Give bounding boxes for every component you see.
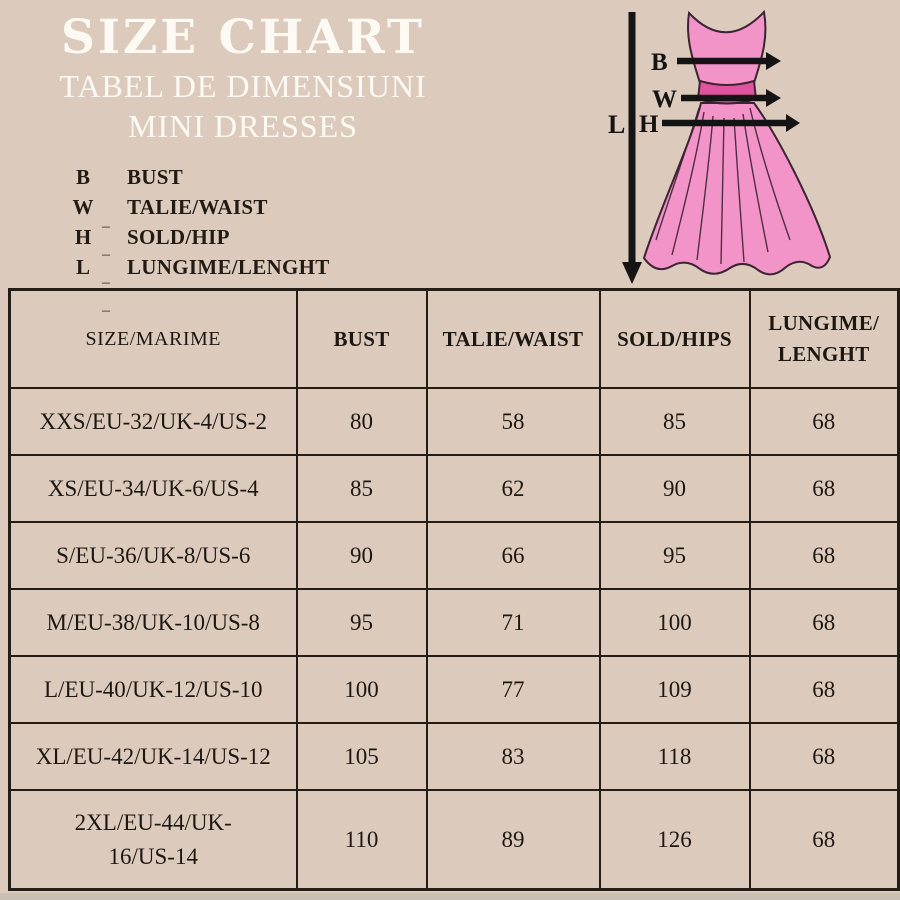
bust-arrow-label: B — [651, 49, 668, 76]
bottom-edge-strip — [0, 893, 900, 900]
legend-abbr: L — [75, 255, 90, 279]
bust-arrowhead — [766, 52, 781, 70]
column-header-length-line2: LENGHT — [777, 342, 870, 366]
size-value: S/EU-36/UK-8/US-6 — [8, 521, 298, 590]
length-value: 68 — [748, 588, 900, 657]
table-row: M/EU-38/UK-10/US-8 95 71 100 68 — [8, 588, 900, 657]
page-subtitle: TABEL DE DIMENSIUNI — [59, 68, 427, 105]
length-value: 68 — [748, 454, 900, 523]
table-row: XXS/EU-32/UK-4/US-2 80 58 85 68 — [8, 387, 900, 456]
heading-block: SIZE CHART TABEL DE DIMENSIUNI MINI DRES… — [0, 6, 486, 144]
hips-value: 100 — [598, 588, 751, 657]
waist-value: 62 — [425, 454, 601, 523]
length-arrowhead — [622, 262, 642, 284]
skirt-fold-lines — [655, 107, 791, 265]
bust-value: 105 — [295, 722, 428, 791]
dress-bodice — [687, 9, 767, 88]
dress-skirt — [642, 102, 832, 276]
legend-label: LUNGIME/LENGHT — [127, 255, 330, 279]
stray-dash: – — [102, 274, 110, 291]
size-table: SIZE/MARIME BUST TALIE/WAIST SOLD/HIPS L… — [8, 288, 900, 891]
hip-arrow-label: H — [639, 111, 659, 138]
table-header-row: SIZE/MARIME BUST TALIE/WAIST SOLD/HIPS L… — [8, 288, 900, 389]
bust-value: 100 — [295, 655, 428, 724]
waist-value: 58 — [425, 387, 601, 456]
length-value: 68 — [748, 387, 900, 456]
column-header-size: SIZE/MARIME — [8, 288, 298, 389]
hips-value: 126 — [598, 789, 751, 891]
column-header-length-line1: LUNGIME/ — [768, 310, 880, 335]
length-value: 68 — [748, 655, 900, 724]
table-row: XL/EU-42/UK-14/US-12 105 83 118 68 — [8, 722, 900, 791]
table-row: S/EU-36/UK-8/US-6 90 66 95 68 — [8, 521, 900, 590]
legend-item-hip: H SOLD/HIP — [67, 225, 330, 255]
column-header-length: LUNGIME/ LENGHT — [748, 288, 900, 389]
table-row: 2XL/EU-44/UK-16/US-14 110 89 126 68 — [8, 789, 900, 891]
size-value-text: 2XL/EU-44/UK-16/US-14 — [74, 810, 232, 869]
waist-value: 89 — [425, 789, 601, 891]
length-value: 68 — [748, 789, 900, 891]
table-row: XS/EU-34/UK-6/US-4 85 62 90 68 — [8, 454, 900, 523]
hips-value: 95 — [598, 521, 751, 590]
stray-dash: – — [102, 246, 110, 263]
category-label: MINI DRESSES — [128, 107, 358, 144]
size-value: L/EU-40/UK-12/US-10 — [8, 655, 298, 724]
legend-abbr: B — [75, 165, 90, 189]
waist-arrow-label: W — [652, 86, 677, 113]
size-value: 2XL/EU-44/UK-16/US-14 — [8, 789, 298, 891]
size-value: XS/EU-34/UK-6/US-4 — [8, 454, 298, 523]
column-header-hips: SOLD/HIPS — [598, 288, 751, 389]
legend-label: BUST — [127, 165, 184, 189]
column-header-bust: BUST — [295, 288, 428, 389]
bust-value: 85 — [295, 454, 428, 523]
dress-illustration: L B W H — [608, 9, 832, 284]
size-value: M/EU-38/UK-10/US-8 — [8, 588, 298, 657]
bust-value: 95 — [295, 588, 428, 657]
bust-value: 110 — [295, 789, 428, 891]
bust-value: 80 — [295, 387, 428, 456]
column-header-waist: TALIE/WAIST — [425, 288, 601, 389]
table-row: L/EU-40/UK-12/US-10 100 77 109 68 — [8, 655, 900, 724]
legend-item-bust: B BUST — [67, 165, 330, 195]
measurement-legend: B BUST W TALIE/WAIST H SOLD/HIP L LUNGIM… — [67, 165, 330, 285]
waist-value: 77 — [425, 655, 601, 724]
hips-value: 90 — [598, 454, 751, 523]
hips-value: 118 — [598, 722, 751, 791]
dress-measurement-diagram: L B W H — [600, 0, 900, 290]
hips-value: 109 — [598, 655, 751, 724]
size-value: XXS/EU-32/UK-4/US-2 — [8, 387, 298, 456]
stray-dash: – — [102, 218, 110, 235]
length-arrow-label: L — [608, 110, 625, 139]
legend-abbr: H — [74, 225, 92, 249]
hip-arrowhead — [786, 114, 800, 132]
length-value: 68 — [748, 521, 900, 590]
waist-arrowhead — [766, 89, 781, 107]
legend-item-length: L LUNGIME/LENGHT — [67, 255, 330, 285]
length-value: 68 — [748, 722, 900, 791]
legend-label: TALIE/WAIST — [127, 195, 268, 219]
bust-value: 90 — [295, 521, 428, 590]
hips-value: 85 — [598, 387, 751, 456]
legend-abbr: W — [72, 195, 94, 219]
waist-value: 66 — [425, 521, 601, 590]
waist-value: 71 — [425, 588, 601, 657]
page-title: SIZE CHART — [61, 10, 425, 65]
waist-value: 83 — [425, 722, 601, 791]
legend-label: SOLD/HIP — [127, 225, 230, 249]
legend-item-waist: W TALIE/WAIST — [67, 195, 330, 225]
size-value: XL/EU-42/UK-14/US-12 — [8, 722, 298, 791]
